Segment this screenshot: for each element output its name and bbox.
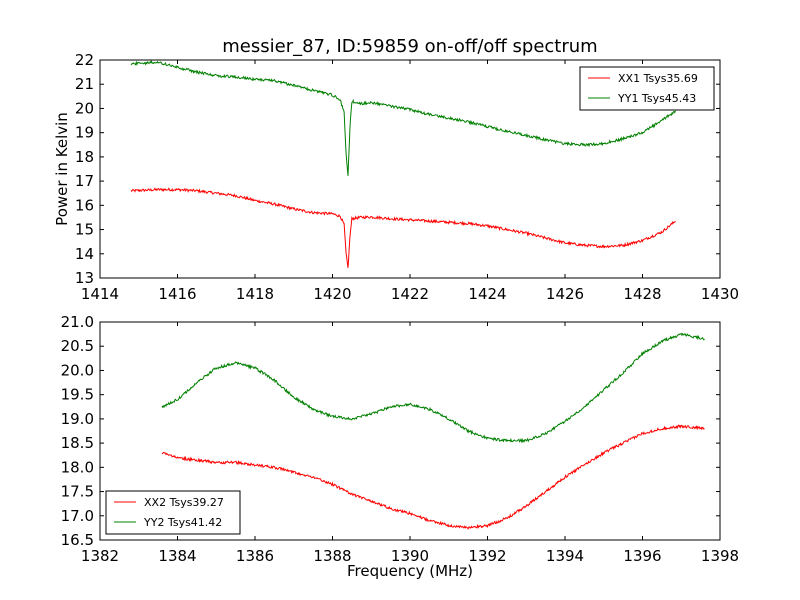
series-line-YY2 Tsys41.42 [161,332,705,444]
x-tick-label: 1388 [313,547,351,565]
y-tick-label: 18.0 [61,458,94,476]
x-tick-label: 1390 [391,547,429,565]
y-tick-label: 20.0 [61,361,94,379]
x-tick-label: 1382 [81,547,119,565]
chart-title: messier_87, ID:59859 on-off/off spectrum [222,36,597,57]
legend-box [579,66,715,111]
x-tick-label: 1422 [391,285,429,303]
x-tick-label: 1428 [623,285,661,303]
x-tick-label: 1396 [623,547,661,565]
legend-box [105,490,241,535]
series-line-XX1 Tsys35.69 [130,187,676,268]
x-tick-label: 1416 [158,285,196,303]
x-tick-label: 1392 [468,547,506,565]
legend: XX1 Tsys35.69 YY1 Tsys45.43 [579,66,715,111]
y-tick-label: 22 [75,51,94,69]
y-tick-label: 20.5 [61,337,94,355]
x-tick-label: 1414 [81,285,119,303]
x-tick-label: 1426 [546,285,584,303]
y-tick-label: 18.5 [61,434,94,452]
y-tick-label: 20 [75,99,94,117]
x-tick-label: 1398 [701,547,739,565]
legend-label: YY1 Tsys45.43 [617,92,696,105]
top-chart: 1414 1416 1418 1420 1422 1424 1426 1428 14301314… [53,36,739,303]
x-tick-label: 1386 [236,547,274,565]
legend-label: XX1 Tsys35.69 [618,72,698,85]
y-axis-title: Power in Kelvin [53,112,71,226]
y-tick-label: 14 [75,245,94,263]
y-tick-label: 16.5 [61,531,94,549]
x-tick-label: 1384 [158,547,196,565]
y-tick-label: 13 [75,269,94,287]
y-tick-label: 19.0 [61,410,94,428]
y-tick-label: 19 [75,124,94,142]
x-axis-title: Frequency (MHz) [347,562,473,580]
y-tick-label: 21.0 [61,313,94,331]
x-tick-label: 1418 [236,285,274,303]
legend: XX2 Tsys39.27 YY2 Tsys41.42 [105,490,241,535]
bottom-chart: 1382 1384 1386 1388 1390 1392 1394 1396 1398 16.5… [61,313,740,580]
y-tick-label: 15 [75,221,94,239]
series-line-XX2 Tsys39.27 [161,424,705,530]
y-tick-label: 16 [75,196,94,214]
y-tick-label: 17.0 [61,507,94,525]
x-tick-label: 1420 [313,285,351,303]
y-tick-label: 19.5 [61,386,94,404]
y-tick-label: 18 [75,148,94,166]
series-line-YY1 Tsys45.43 [130,60,676,176]
x-tick-label: 1424 [468,285,506,303]
x-tick-label: 1430 [701,285,739,303]
y-tick-label: 21 [75,75,94,93]
y-tick-label: 17.5 [61,483,94,501]
y-tick-label: 17 [75,172,94,190]
legend-label: XX2 Tsys39.27 [144,496,224,509]
x-tick-label: 1394 [546,547,584,565]
legend-label: YY2 Tsys41.42 [143,516,222,529]
